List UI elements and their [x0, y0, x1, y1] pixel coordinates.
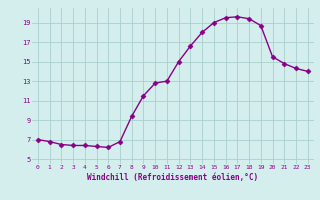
X-axis label: Windchill (Refroidissement éolien,°C): Windchill (Refroidissement éolien,°C) — [87, 173, 258, 182]
